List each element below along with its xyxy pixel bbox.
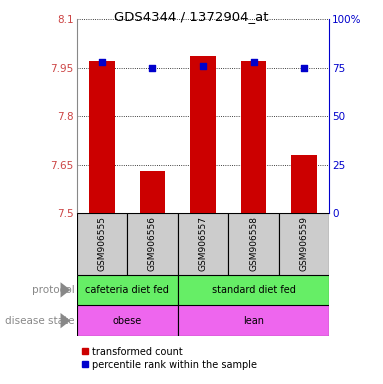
Point <box>200 63 206 69</box>
Point <box>250 59 257 65</box>
Bar <box>178 305 329 336</box>
Bar <box>89 61 115 213</box>
Polygon shape <box>61 282 70 298</box>
Bar <box>127 213 178 275</box>
Text: obese: obese <box>113 316 142 326</box>
Bar <box>291 155 317 213</box>
Text: lean: lean <box>243 316 264 326</box>
Bar <box>77 213 127 275</box>
Text: disease state: disease state <box>5 316 75 326</box>
Text: cafeteria diet fed: cafeteria diet fed <box>85 285 169 295</box>
Text: GSM906557: GSM906557 <box>198 216 208 271</box>
Polygon shape <box>61 313 70 328</box>
Text: GSM906558: GSM906558 <box>249 216 258 271</box>
Bar <box>140 171 165 213</box>
Text: GSM906559: GSM906559 <box>300 216 309 271</box>
Bar <box>178 275 329 305</box>
Bar <box>77 305 178 336</box>
Text: protocol: protocol <box>32 285 75 295</box>
Bar <box>241 61 266 213</box>
Bar <box>77 275 178 305</box>
Point <box>99 59 105 65</box>
Bar <box>279 213 329 275</box>
Text: GSM906556: GSM906556 <box>148 216 157 271</box>
Point <box>149 65 155 71</box>
Point <box>301 65 307 71</box>
Bar <box>178 213 228 275</box>
Bar <box>190 56 216 213</box>
Legend: transformed count, percentile rank within the sample: transformed count, percentile rank withi… <box>82 347 257 369</box>
Bar <box>228 213 279 275</box>
Text: standard diet fed: standard diet fed <box>212 285 295 295</box>
Text: GSM906555: GSM906555 <box>97 216 106 271</box>
Text: GDS4344 / 1372904_at: GDS4344 / 1372904_at <box>114 10 269 23</box>
